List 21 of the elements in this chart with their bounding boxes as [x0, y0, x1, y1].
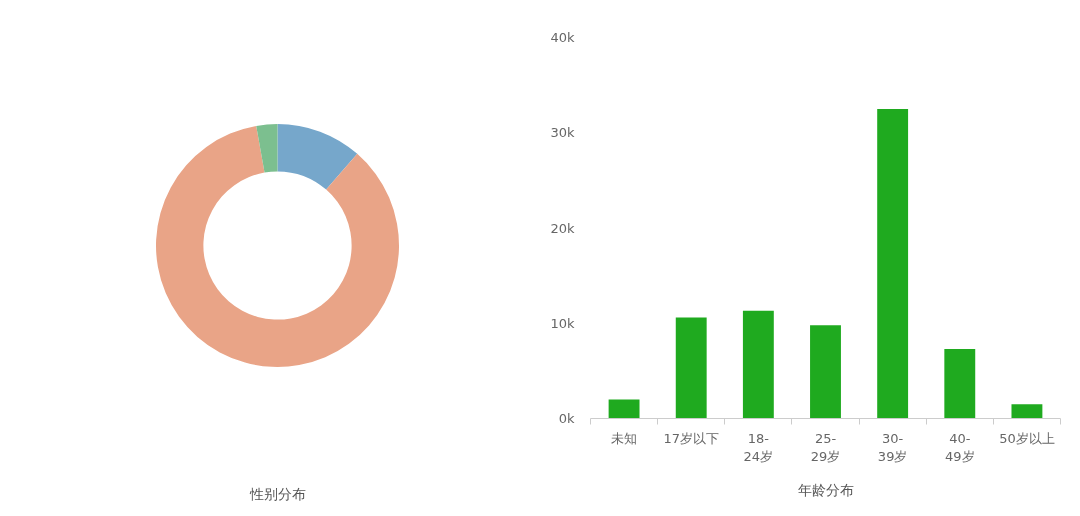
y-tick-label: 0k [558, 411, 575, 426]
y-tick-label: 20k [550, 220, 575, 236]
x-tick-label: 30-39岁 [877, 430, 908, 464]
y-tick-label: 30k [550, 125, 575, 141]
bar [1011, 404, 1043, 419]
x-tick-label: 17岁以下 [663, 430, 719, 446]
x-tick-label: 25-29岁 [810, 430, 841, 464]
bar [742, 310, 774, 419]
bar [608, 399, 640, 419]
x-tick-label: 未知 [611, 430, 638, 446]
y-tick-label: 40k [550, 30, 575, 45]
x-tick-label: 40-49岁 [945, 430, 975, 464]
x-tick-label: 50岁以上 [999, 430, 1055, 446]
bar [675, 317, 707, 419]
bar [944, 348, 976, 419]
y-tick-label: 10k [550, 315, 575, 331]
bar [810, 325, 841, 419]
text: 年龄分布 [797, 482, 854, 498]
x-tick-label: 18-24岁 [743, 430, 774, 464]
bar [877, 108, 909, 419]
text: 性别分布 [248, 485, 306, 502]
